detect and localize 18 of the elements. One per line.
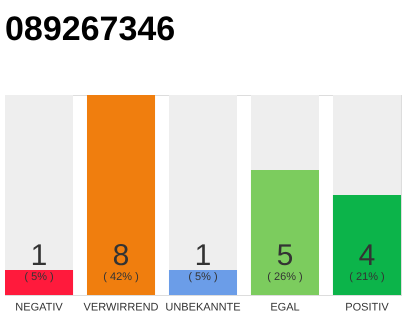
data-label: 1	[30, 239, 48, 272]
bar	[168, 270, 238, 295]
annotation: ( 26% )	[267, 271, 303, 283]
x-tick-label: VERWIRREND	[84, 302, 159, 314]
bar	[5, 270, 74, 295]
data-label: 1	[194, 239, 212, 272]
chart-title: 089267346	[5, 10, 176, 48]
annotation: ( 5% )	[188, 271, 218, 283]
annotation: ( 21% )	[349, 271, 385, 283]
x-tick-label: NEGATIV	[15, 302, 64, 314]
x-tick-label: EGAL	[270, 302, 300, 314]
annotation: ( 42% )	[103, 271, 139, 283]
x-tick-label: POSITIV	[345, 302, 390, 314]
data-label: 5	[276, 239, 294, 272]
data-label: 8	[112, 239, 130, 272]
x-tick-label: UNBEKANNTE	[165, 302, 241, 314]
annotation: ( 5% )	[24, 271, 54, 283]
data-label: 4	[358, 239, 376, 272]
